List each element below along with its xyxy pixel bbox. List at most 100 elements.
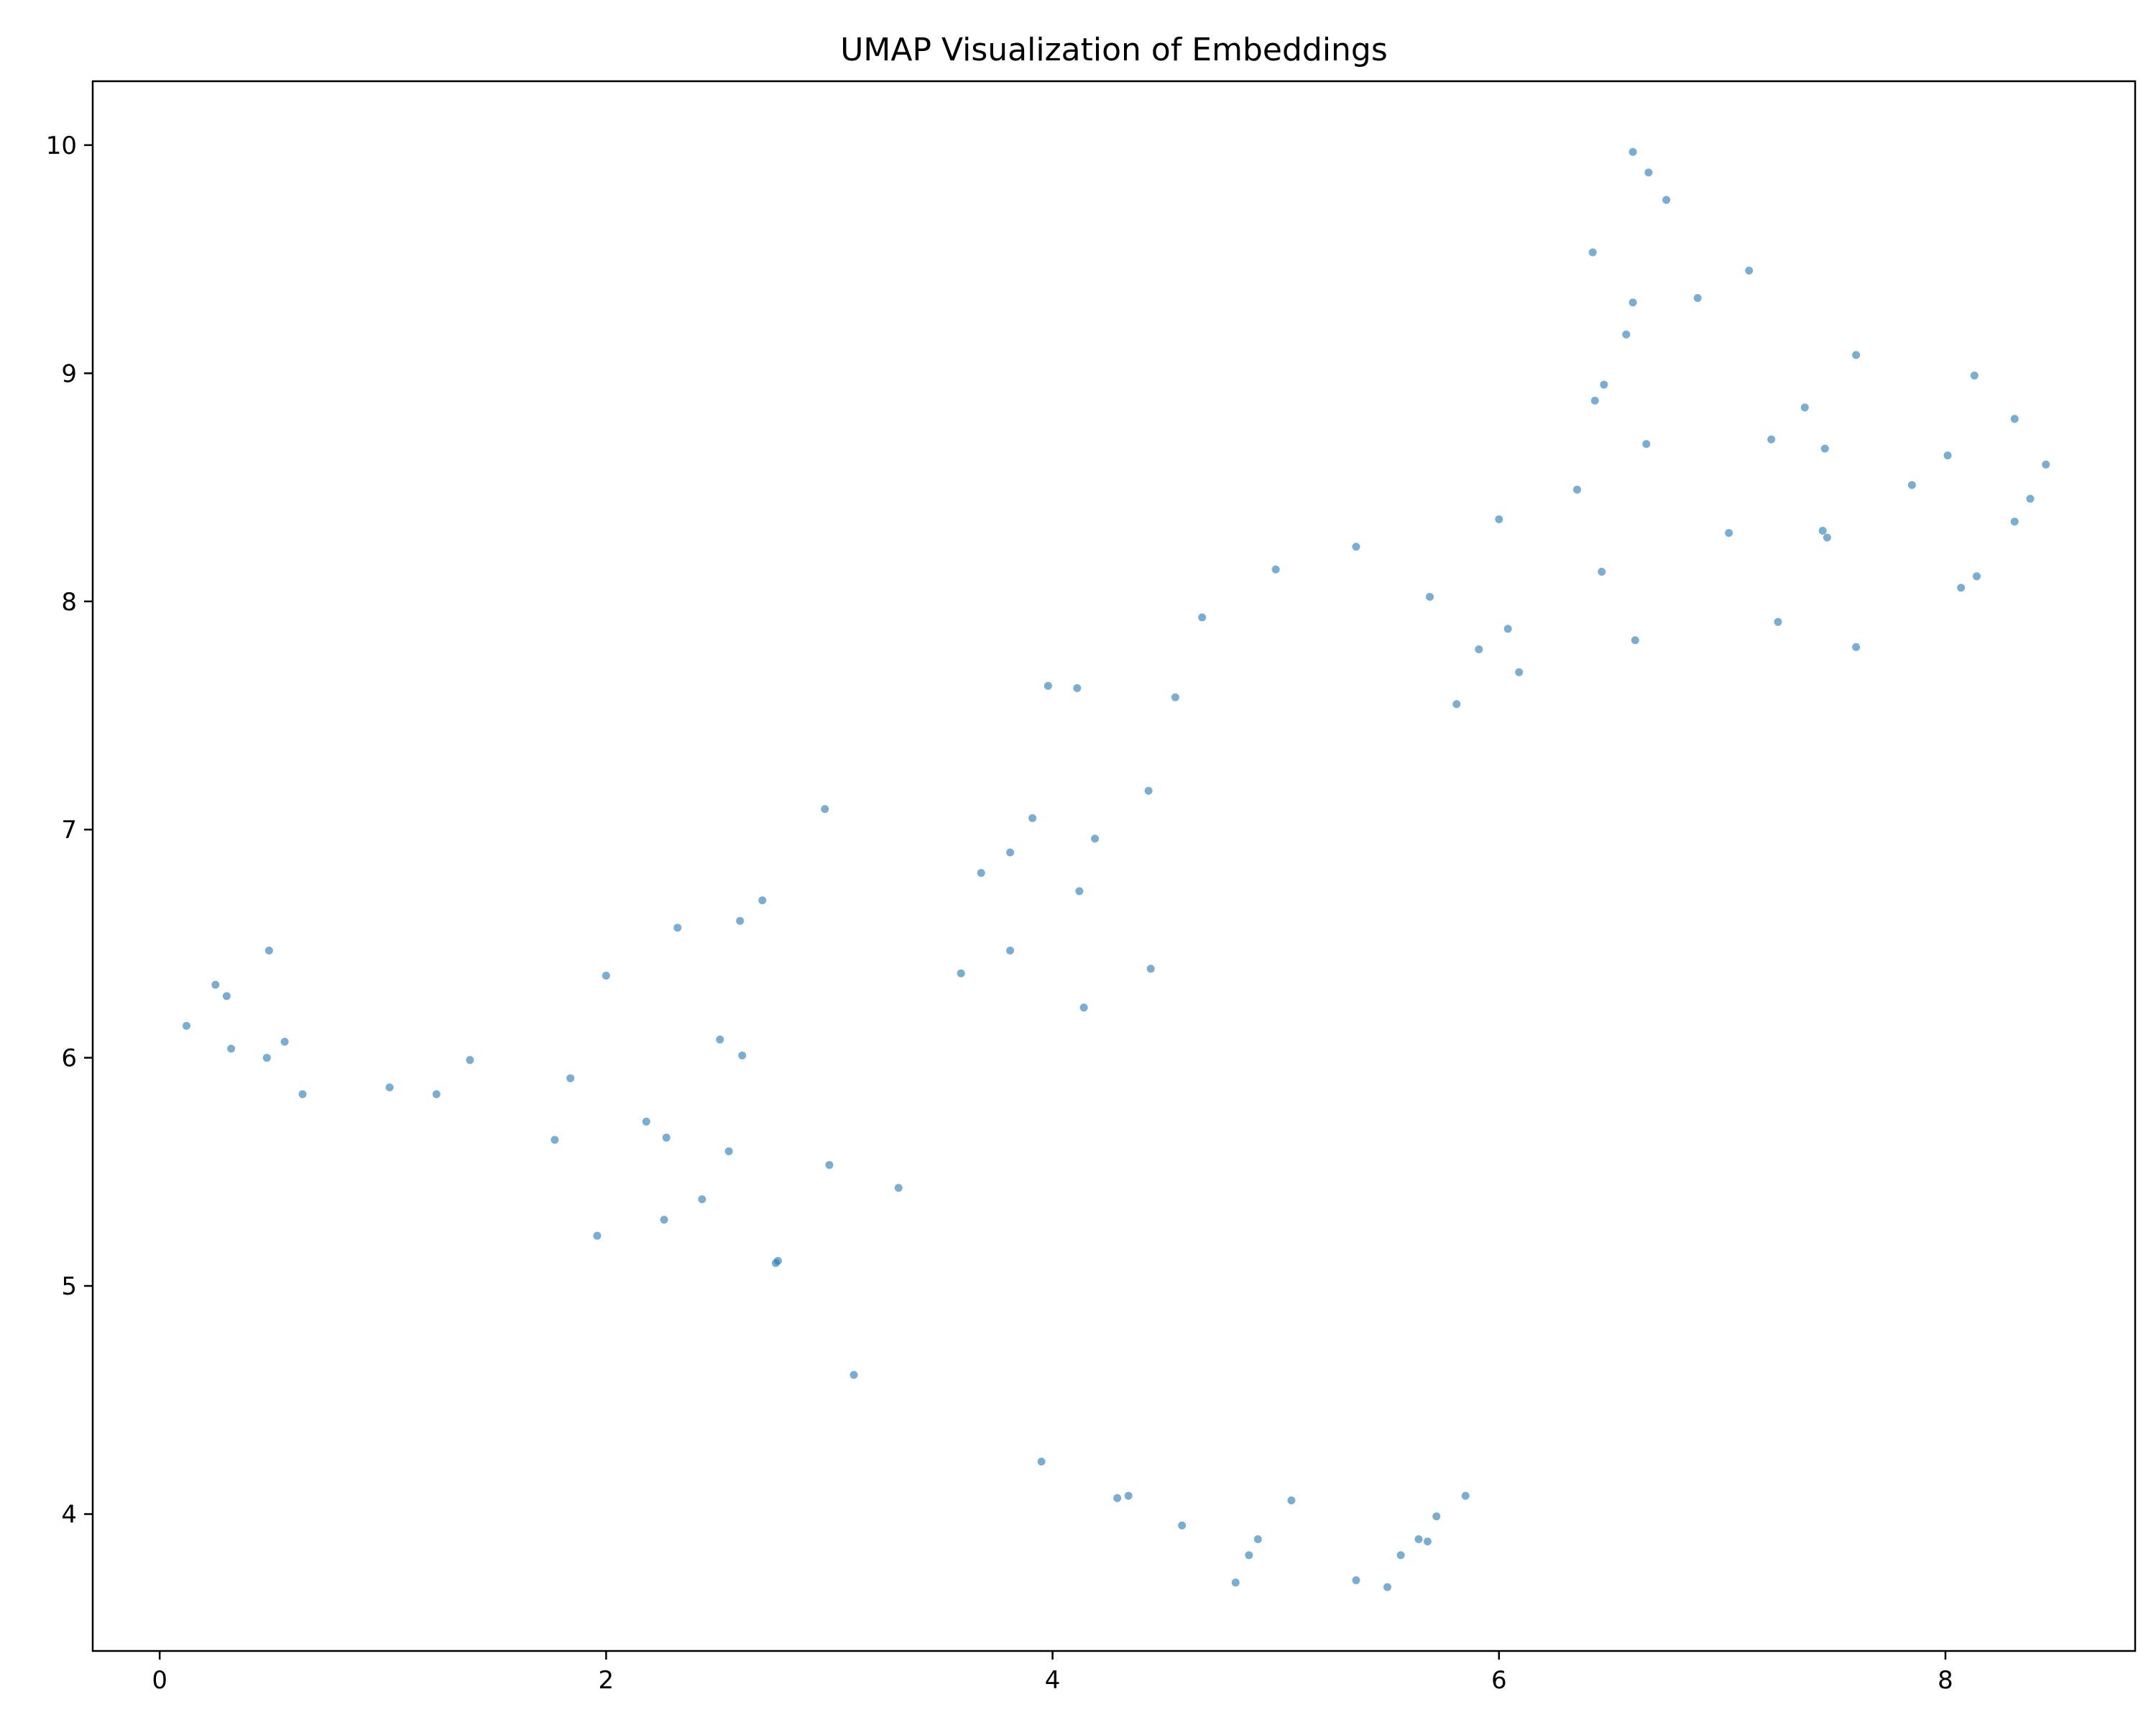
scatter-point-71 <box>1598 568 1606 576</box>
scatter-point-85 <box>1800 403 1809 412</box>
scatter-point-81 <box>1725 529 1733 537</box>
scatter-point-72 <box>1600 380 1608 389</box>
scatter-point-34 <box>1006 947 1015 954</box>
scatter-point-96 <box>2010 415 2019 423</box>
scatter-point-11 <box>550 1136 559 1144</box>
chart-title: UMAP Visualization of Embeddings <box>840 32 1388 68</box>
scatter-point-48 <box>1198 613 1207 622</box>
scatter-point-64 <box>1475 645 1483 653</box>
scatter-point-1 <box>211 980 220 989</box>
scatter-point-74 <box>1628 147 1637 156</box>
scatter-point-15 <box>642 1118 650 1126</box>
scatter-point-30 <box>894 1184 903 1192</box>
scatter-point-54 <box>1352 543 1360 551</box>
y-tick-label: 7 <box>61 816 77 845</box>
scatter-point-36 <box>1037 1458 1046 1466</box>
x-tick-label: 0 <box>152 1666 167 1695</box>
scatter-point-13 <box>593 1231 602 1240</box>
scatter-point-28 <box>825 1161 834 1169</box>
scatter-point-17 <box>662 1133 671 1142</box>
scatter-point-10 <box>466 1056 474 1064</box>
scatter-point-92 <box>1943 451 1952 460</box>
scatter-point-43 <box>1124 1491 1133 1500</box>
scatter-point-24 <box>758 896 767 905</box>
scatter-point-27 <box>821 805 829 814</box>
scatter-point-47 <box>1178 1521 1187 1530</box>
scatter-point-78 <box>1644 168 1653 177</box>
y-tick-label: 6 <box>61 1044 77 1073</box>
scatter-point-32 <box>977 869 985 877</box>
scatter-point-31 <box>957 969 965 978</box>
scatter-point-62 <box>1452 700 1461 709</box>
scatter-point-53 <box>1287 1496 1296 1504</box>
scatter-point-95 <box>1973 572 1981 581</box>
scatter-point-69 <box>1588 248 1597 257</box>
scatter-point-60 <box>1426 592 1434 601</box>
scatter-point-16 <box>660 1215 668 1224</box>
scatter-point-94 <box>1970 372 1978 380</box>
scatter-point-26 <box>774 1256 782 1265</box>
scatter-point-90 <box>1852 643 1861 651</box>
scatter-point-22 <box>736 916 745 925</box>
scatter-point-39 <box>1075 887 1084 896</box>
scatter-point-29 <box>849 1371 858 1379</box>
scatter-point-55 <box>1352 1576 1360 1585</box>
scatter-point-99 <box>2042 460 2050 469</box>
scatter-point-19 <box>698 1195 706 1203</box>
scatter-point-4 <box>262 1054 271 1062</box>
scatter-point-84 <box>1774 617 1782 626</box>
scatter-point-40 <box>1079 1003 1088 1012</box>
scatter-point-35 <box>1028 814 1037 822</box>
scatter-point-58 <box>1414 1535 1423 1543</box>
y-tick-label: 10 <box>46 132 77 160</box>
scatter-point-89 <box>1852 351 1861 359</box>
y-tick-label: 9 <box>61 359 77 388</box>
scatter-point-70 <box>1590 396 1599 405</box>
scatter-point-3 <box>227 1044 236 1053</box>
scatter-point-82 <box>1745 267 1754 275</box>
scatter-point-18 <box>673 924 682 932</box>
scatter-point-59 <box>1423 1537 1432 1546</box>
scatter-point-46 <box>1171 693 1179 702</box>
scatter-point-6 <box>280 1037 289 1046</box>
scatter-point-33 <box>1006 848 1015 857</box>
scatter-point-12 <box>566 1074 575 1082</box>
scatter-point-68 <box>1573 485 1581 494</box>
y-axis: 4 5 6 7 8 9 10 <box>46 132 93 1530</box>
scatter-point-14 <box>602 971 610 980</box>
x-tick-label: 4 <box>1045 1666 1061 1695</box>
x-tick-label: 2 <box>599 1666 614 1695</box>
scatter-point-66 <box>1503 625 1512 633</box>
scatter-point-7 <box>298 1090 307 1098</box>
scatter-point-41 <box>1091 834 1100 843</box>
scatter-point-91 <box>1907 481 1916 489</box>
scatter-point-67 <box>1515 668 1524 676</box>
scatter-point-20 <box>716 1035 724 1044</box>
scatter-points <box>183 147 2050 1591</box>
scatter-point-21 <box>724 1147 733 1156</box>
scatter-point-73 <box>1622 330 1631 339</box>
scatter-point-93 <box>1957 584 1966 592</box>
scatter-point-98 <box>2026 494 2035 503</box>
scatter-point-45 <box>1146 965 1155 973</box>
scatter-point-97 <box>2010 518 2019 526</box>
x-tick-label: 8 <box>1938 1666 1953 1695</box>
scatter-point-38 <box>1073 684 1082 692</box>
scatter-point-57 <box>1396 1551 1405 1560</box>
scatter-point-65 <box>1495 515 1503 523</box>
scatter-point-51 <box>1253 1535 1262 1543</box>
y-tick-label: 5 <box>61 1272 77 1301</box>
scatter-point-23 <box>738 1052 747 1059</box>
scatter-point-50 <box>1245 1551 1253 1560</box>
scatter-point-52 <box>1271 565 1280 574</box>
scatter-point-77 <box>1642 440 1651 448</box>
scatter-point-8 <box>385 1083 394 1092</box>
x-tick-label: 6 <box>1491 1666 1507 1695</box>
scatter-point-87 <box>1820 444 1829 453</box>
scatter-point-61 <box>1432 1512 1441 1521</box>
scatter-point-88 <box>1823 533 1831 542</box>
scatter-point-44 <box>1144 786 1153 795</box>
scatter-point-63 <box>1461 1491 1470 1500</box>
